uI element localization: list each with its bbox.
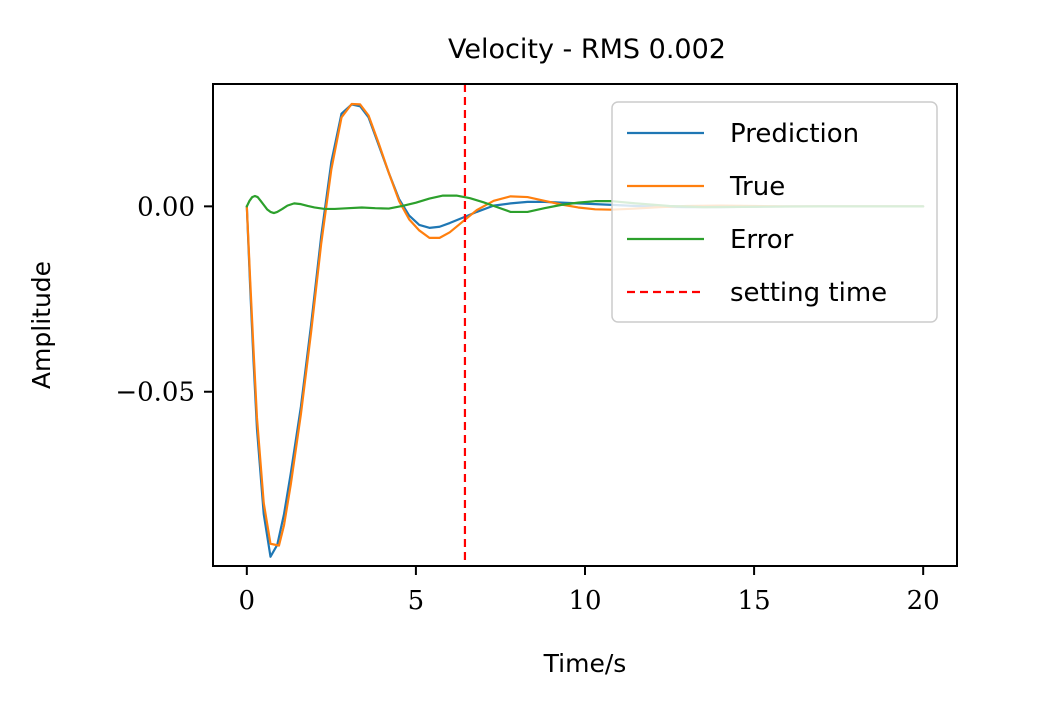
x-tick-label: 0: [239, 586, 256, 616]
legend-entry-prediction: Prediction: [627, 119, 859, 149]
legend: Prediction True Error setting time: [611, 101, 938, 323]
y-tick-label: −0.05: [115, 378, 195, 408]
legend-label-setting-time: setting time: [730, 278, 887, 308]
series-error-line: [245, 194, 925, 215]
chart-title: Velocity - RMS 0.002: [448, 34, 726, 65]
x-tick-label: 15: [738, 586, 771, 616]
x-axis-label: Time/s: [543, 649, 627, 678]
legend-entry-error: Error: [627, 225, 794, 255]
y-axis-label: Amplitude: [27, 261, 56, 389]
x-tick-label: 10: [568, 586, 601, 616]
axes: 0 5 10 15 20 0.00 −0.05: [115, 83, 958, 616]
legend-label-true: True: [729, 172, 785, 202]
legend-label-prediction: Prediction: [730, 119, 859, 149]
legend-entry-true: True: [627, 172, 785, 202]
y-tick-label: 0.00: [137, 192, 195, 222]
x-tick-label: 20: [907, 586, 940, 616]
legend-label-error: Error: [730, 225, 794, 255]
legend-box: [611, 101, 938, 323]
legend-entry-setting-time: setting time: [627, 278, 887, 308]
x-tick-label: 5: [408, 586, 425, 616]
